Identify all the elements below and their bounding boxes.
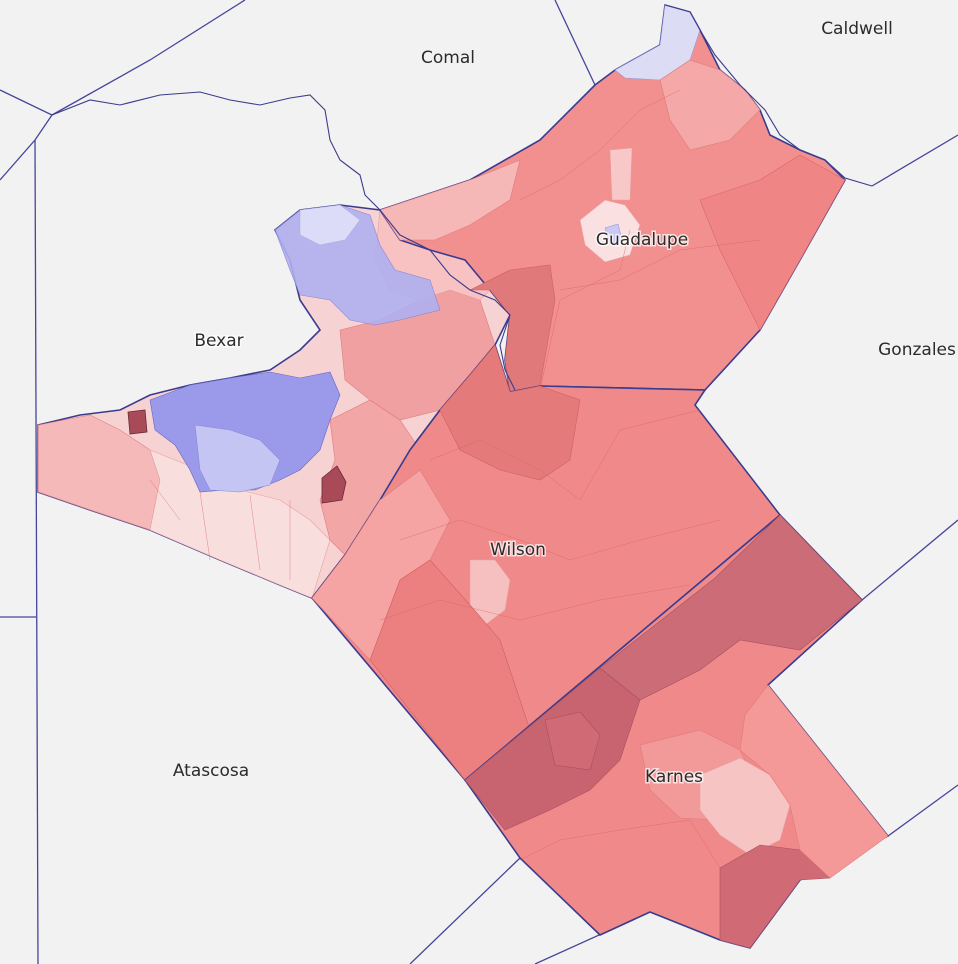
- precinct-line-3: [379, 584, 691, 621]
- west-bexar-border: [34, 139, 39, 964]
- atascosa-south-border: [409, 857, 521, 964]
- dewitt-border: [887, 784, 958, 837]
- precinct-lines: [149, 89, 761, 869]
- gonzales-north-border: [871, 134, 958, 187]
- guadalupe-precinct-pale-strip: [609, 147, 633, 201]
- karnes-kenedy-light: [699, 757, 791, 856]
- precinct-line-5: [519, 89, 681, 201]
- precinct-line-8: [149, 479, 291, 580]
- bexar-dem-cluster-main: [149, 371, 341, 493]
- county-labels: Comal Caldwell Gonzales Atascosa Bexar G…: [173, 19, 956, 789]
- precinct-line-2: [399, 519, 721, 561]
- guadalupe-precinct-light-ne: [659, 59, 761, 151]
- karnes-precinct-east: [739, 684, 889, 879]
- comal-caldwell-border: [554, 0, 596, 86]
- guadalupe-precinct-mid-east: [699, 154, 846, 331]
- label-comal: Comal: [421, 48, 475, 68]
- precinct-line-1: [429, 409, 701, 501]
- bexar-dem-cluster-light: [194, 424, 281, 493]
- label-bexar: Bexar: [194, 331, 243, 351]
- wilson-precinct-dark-mid: [439, 344, 581, 481]
- precinct-line-7: [519, 819, 721, 869]
- guadalupe-precinct-light-nw: [379, 159, 521, 241]
- label-wilson: Wilson: [490, 540, 546, 560]
- label-atascosa: Atascosa: [173, 761, 249, 781]
- gonzales-south-border: [861, 519, 958, 601]
- bexar-county: [37, 204, 511, 599]
- label-guadalupe: Guadalupe: [596, 230, 688, 250]
- river-line-north: [664, 4, 873, 187]
- river-line: [51, 91, 516, 391]
- guadalupe-county: [378, 3, 846, 393]
- karnes-dark-southeast: [719, 844, 831, 949]
- karnes-dark-northeast: [599, 514, 863, 701]
- karnes-dark-center: [544, 711, 601, 771]
- label-gonzales: Gonzales: [878, 340, 956, 360]
- guadalupe-seguin-blue: [604, 223, 623, 245]
- label-karnes: Karnes: [645, 767, 703, 787]
- bexar-dem-north-pale: [299, 204, 361, 246]
- bexar-dark-precinct-south: [321, 465, 347, 504]
- comal-west-border: [0, 89, 53, 181]
- comal-north-border: [51, 0, 246, 116]
- precinct-line-6: [559, 239, 761, 291]
- bexar-dark-precinct-west: [127, 409, 148, 435]
- label-caldwell: Caldwell: [821, 19, 893, 39]
- karnes-county: [463, 513, 890, 949]
- wilson-county: [310, 343, 782, 782]
